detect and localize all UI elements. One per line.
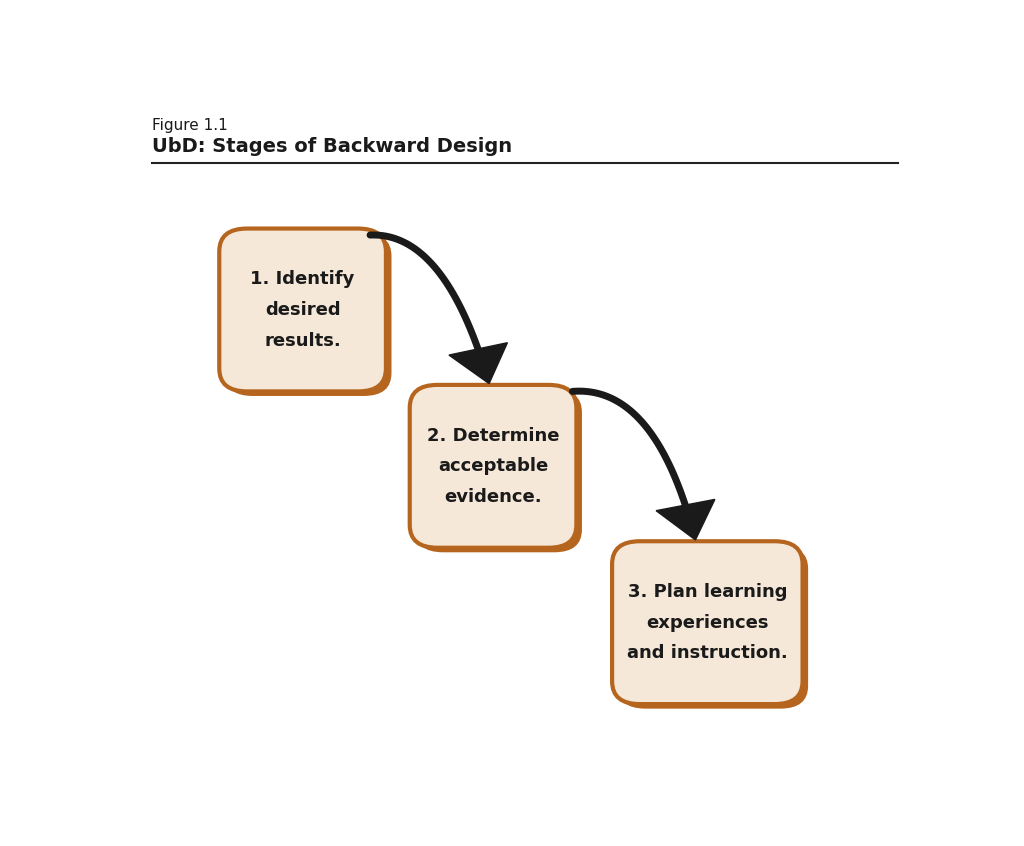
Text: Figure 1.1: Figure 1.1 <box>152 118 227 133</box>
FancyBboxPatch shape <box>612 541 803 704</box>
Text: UbD: Stages of Backward Design: UbD: Stages of Backward Design <box>152 137 512 157</box>
Polygon shape <box>656 499 715 540</box>
FancyBboxPatch shape <box>410 385 577 547</box>
FancyBboxPatch shape <box>416 389 582 552</box>
Text: 1. Identify
desired
results.: 1. Identify desired results. <box>251 271 354 349</box>
FancyBboxPatch shape <box>219 228 386 392</box>
Polygon shape <box>449 343 508 383</box>
Text: 2. Determine
acceptable
evidence.: 2. Determine acceptable evidence. <box>427 426 559 506</box>
FancyBboxPatch shape <box>225 233 391 396</box>
Text: 3. Plan learning
experiences
and instruction.: 3. Plan learning experiences and instruc… <box>627 583 787 662</box>
FancyBboxPatch shape <box>617 546 808 709</box>
